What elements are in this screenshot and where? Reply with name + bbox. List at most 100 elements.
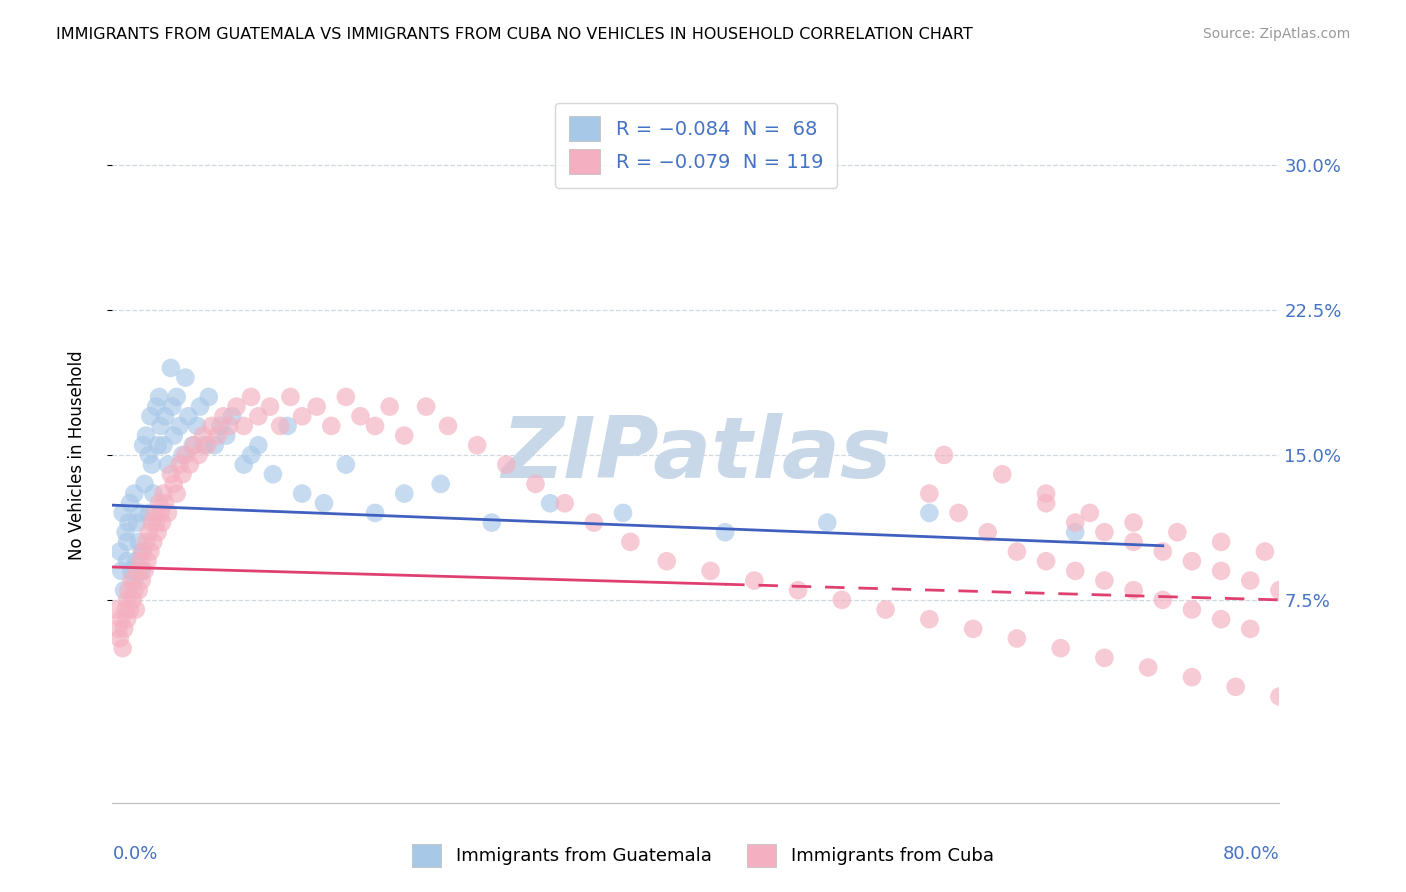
Point — [247, 438, 270, 452]
Point — [197, 390, 219, 404]
Legend: R = −0.084  N =  68, R = −0.079  N = 119: R = −0.084 N = 68, R = −0.079 N = 119 — [555, 103, 837, 188]
Point — [1064, 525, 1087, 540]
Text: IMMIGRANTS FROM GUATEMALA VS IMMIGRANTS FROM CUBA NO VEHICLES IN HOUSEHOLD CORRE: IMMIGRANTS FROM GUATEMALA VS IMMIGRANTS … — [56, 27, 973, 42]
Point — [112, 622, 135, 636]
Point — [554, 496, 576, 510]
Point — [262, 467, 284, 482]
Point — [132, 438, 155, 452]
Point — [1152, 544, 1174, 558]
Point — [114, 602, 136, 616]
Point — [111, 641, 134, 656]
Point — [125, 554, 148, 568]
Point — [976, 525, 998, 540]
Point — [1064, 516, 1087, 530]
Point — [415, 400, 437, 414]
Point — [156, 458, 179, 472]
Point — [135, 534, 157, 549]
Point — [918, 506, 941, 520]
Point — [127, 564, 149, 578]
Point — [118, 602, 141, 616]
Point — [163, 476, 186, 491]
Point — [134, 476, 156, 491]
Point — [124, 574, 146, 588]
Point — [152, 486, 174, 500]
Point — [195, 438, 218, 452]
Point — [149, 506, 172, 520]
Point — [742, 574, 765, 588]
Point — [215, 428, 238, 442]
Point — [128, 534, 150, 549]
Point — [1137, 660, 1160, 674]
Point — [875, 602, 897, 616]
Point — [153, 496, 176, 510]
Point — [787, 583, 810, 598]
Point — [321, 418, 343, 433]
Point — [335, 458, 357, 472]
Point — [148, 390, 170, 404]
Point — [120, 574, 142, 588]
Point — [145, 516, 167, 530]
Point — [276, 418, 298, 433]
Point — [186, 418, 208, 433]
Point — [1209, 612, 1232, 626]
Point — [169, 418, 191, 433]
Point — [141, 458, 163, 472]
Point — [495, 458, 517, 472]
Point — [582, 516, 605, 530]
Point — [179, 458, 201, 472]
Point — [112, 583, 135, 598]
Point — [1064, 564, 1087, 578]
Point — [619, 534, 641, 549]
Point — [160, 467, 183, 482]
Point — [240, 390, 263, 404]
Text: Source: ZipAtlas.com: Source: ZipAtlas.com — [1202, 27, 1350, 41]
Point — [166, 486, 188, 500]
Point — [291, 409, 314, 424]
Point — [209, 418, 232, 433]
Point — [1166, 525, 1188, 540]
Point — [291, 486, 314, 500]
Legend: Immigrants from Guatemala, Immigrants from Cuba: Immigrants from Guatemala, Immigrants fr… — [405, 837, 1001, 874]
Point — [1005, 544, 1028, 558]
Point — [146, 438, 169, 452]
Point — [131, 544, 153, 558]
Point — [145, 400, 167, 414]
Point — [129, 554, 152, 568]
Point — [714, 525, 737, 540]
Point — [204, 438, 226, 452]
Point — [815, 516, 838, 530]
Point — [107, 622, 129, 636]
Point — [193, 438, 215, 452]
Point — [1152, 592, 1174, 607]
Point — [152, 438, 174, 452]
Y-axis label: No Vehicles in Household: No Vehicles in Household — [67, 350, 86, 560]
Point — [364, 418, 387, 433]
Point — [1298, 554, 1320, 568]
Point — [122, 592, 145, 607]
Point — [1035, 486, 1057, 500]
Point — [1181, 554, 1204, 568]
Point — [259, 400, 281, 414]
Point — [247, 409, 270, 424]
Point — [335, 390, 357, 404]
Point — [146, 525, 169, 540]
Point — [174, 370, 197, 384]
Point — [1239, 622, 1261, 636]
Point — [280, 390, 302, 404]
Point — [124, 583, 146, 598]
Point — [139, 544, 162, 558]
Point — [437, 418, 460, 433]
Point — [129, 506, 152, 520]
Point — [127, 516, 149, 530]
Point — [1035, 554, 1057, 568]
Point — [110, 612, 132, 626]
Point — [1181, 602, 1204, 616]
Point — [139, 409, 162, 424]
Point — [172, 448, 194, 462]
Point — [394, 486, 416, 500]
Point — [105, 602, 128, 616]
Point — [1094, 651, 1116, 665]
Point — [378, 400, 401, 414]
Point — [232, 418, 254, 433]
Text: ZIPatlas: ZIPatlas — [501, 413, 891, 497]
